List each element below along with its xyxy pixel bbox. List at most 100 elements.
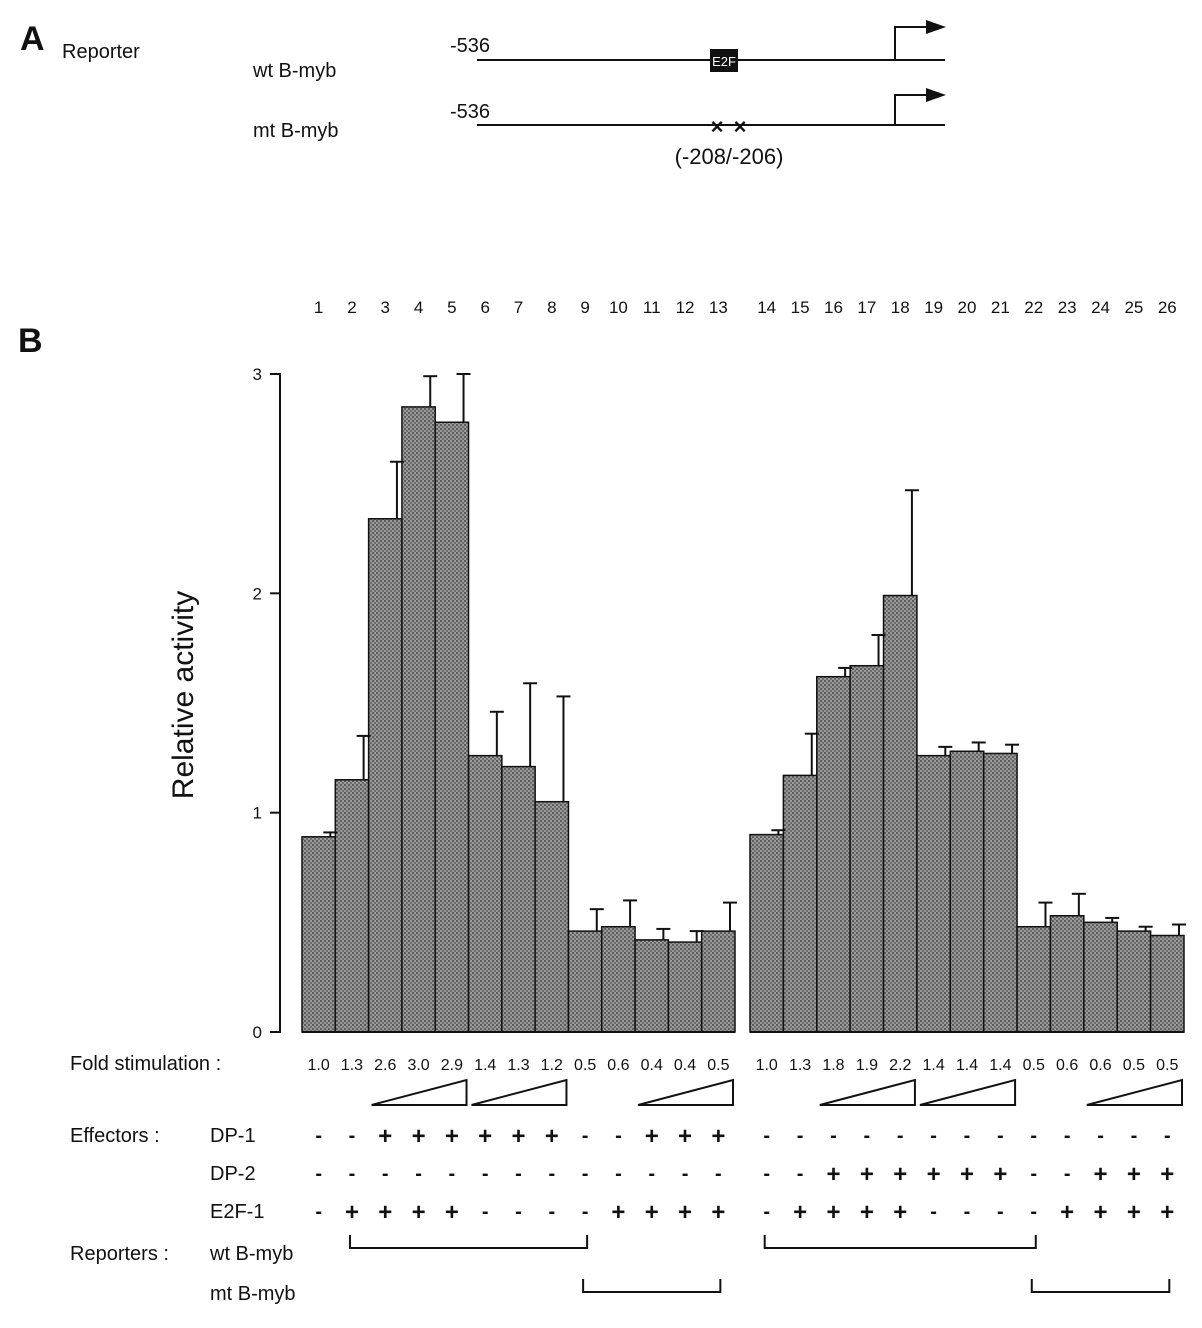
fold-value: 2.9 — [441, 1057, 463, 1074]
mutation-label: (-208/-206) — [675, 144, 784, 169]
reporter-heading: Reporter — [62, 41, 140, 63]
bar — [849, 664, 885, 1033]
bar — [401, 406, 436, 1033]
plus-sign: + — [345, 1199, 359, 1226]
bar — [667, 941, 703, 1033]
minus-sign: - — [349, 1125, 356, 1147]
minus-sign: - — [482, 1201, 489, 1223]
plus-sign: + — [927, 1161, 941, 1188]
minus-sign: - — [1164, 1125, 1171, 1147]
fold-value: 0.4 — [641, 1057, 663, 1074]
fold-value: 1.8 — [822, 1057, 844, 1074]
plus-sign: + — [893, 1199, 907, 1226]
fold-value: 0.5 — [574, 1057, 596, 1074]
plus-sign: + — [711, 1123, 725, 1150]
plus-sign: + — [711, 1199, 725, 1226]
plus-sign: + — [860, 1199, 874, 1226]
bar — [1083, 921, 1118, 1033]
panel-b-letter: B — [18, 322, 43, 360]
minus-sign: - — [548, 1163, 555, 1185]
plus-sign: + — [1060, 1199, 1074, 1226]
minus-sign: - — [763, 1125, 770, 1147]
wt-construct: wt B-myb -536 E2F — [252, 20, 946, 82]
wt-construct-name: wt B-myb — [252, 60, 336, 82]
minus-sign: - — [897, 1125, 904, 1147]
minus-sign: - — [615, 1163, 622, 1185]
effector-rows: DP-1- - + + + + + + - - + + + - - - - - - - - - - - - -DP-2- - - - - -… — [210, 1123, 1174, 1226]
minus-sign: - — [997, 1201, 1004, 1223]
fold-value: 1.0 — [756, 1057, 778, 1074]
fold-value: 0.4 — [674, 1057, 696, 1074]
lane-number: 11 — [643, 298, 661, 317]
lane-number: 3 — [381, 298, 390, 317]
fold-value: 2.2 — [889, 1057, 911, 1074]
lane-number: 26 — [1158, 298, 1177, 317]
fold-value: 1.3 — [341, 1057, 363, 1074]
lane-number: 23 — [1058, 298, 1077, 317]
fold-value: 1.4 — [474, 1057, 496, 1074]
fold-values: 1.0 1.3 2.6 3.0 2.9 1.4 1.3 1.2 0.5 0.6 0.4 0.4 0.5 1… — [308, 1057, 1179, 1074]
lane-number: 8 — [547, 298, 556, 317]
lane-number: 19 — [924, 298, 943, 317]
fold-value: 0.5 — [1123, 1057, 1145, 1074]
y-tick-label: 3 — [253, 365, 262, 384]
panel-b: B 1 2 3 4 5 6 7 8 9 10 11 12 13 14 15 16 17 18 19 20 21 22 23 2… — [18, 298, 1186, 1305]
minus-sign: - — [548, 1201, 555, 1223]
plus-sign: + — [893, 1161, 907, 1188]
dose-ramp-triangle — [819, 1078, 916, 1106]
plus-sign: + — [645, 1123, 659, 1150]
reporter-bracket — [1030, 1279, 1171, 1293]
bar — [982, 752, 1018, 1033]
fold-value: 0.5 — [707, 1057, 729, 1074]
fold-value: 1.4 — [956, 1057, 978, 1074]
minus-sign: - — [763, 1163, 770, 1185]
minus-sign: - — [715, 1163, 722, 1185]
dose-ramps — [371, 1078, 1183, 1106]
fold-value: 1.4 — [922, 1057, 944, 1074]
lane-number: 25 — [1124, 298, 1143, 317]
bars — [301, 406, 1185, 1033]
plus-sign: + — [412, 1199, 426, 1226]
minus-sign: - — [797, 1163, 804, 1185]
plus-sign: + — [1160, 1199, 1174, 1226]
mt-construct-start: -536 — [450, 101, 490, 123]
bar — [334, 779, 370, 1033]
minus-sign: - — [797, 1125, 804, 1147]
minus-sign: - — [515, 1163, 522, 1185]
plus-sign: + — [445, 1199, 459, 1226]
plus-sign: + — [860, 1161, 874, 1188]
lane-number: 10 — [609, 298, 628, 317]
bar — [534, 800, 570, 1033]
error-bars — [323, 373, 1186, 943]
fold-value: 1.2 — [541, 1057, 563, 1074]
minus-sign: - — [763, 1201, 770, 1223]
e2f-site-label: E2F — [712, 54, 736, 69]
fold-stimulation-label: Fold stimulation : — [70, 1053, 221, 1075]
fold-value: 0.5 — [1156, 1057, 1178, 1074]
mutation-x-icon: × — [711, 114, 724, 139]
plus-sign: + — [545, 1123, 559, 1150]
dose-ramp-triangle — [371, 1078, 468, 1106]
plus-sign: + — [378, 1199, 392, 1226]
fold-value: 3.0 — [407, 1057, 429, 1074]
lane-number: 1 — [314, 298, 323, 317]
mt-transcription-start-arrow — [894, 94, 928, 125]
minus-sign: - — [997, 1125, 1004, 1147]
panel-a-letter: A — [20, 20, 45, 58]
minus-sign: - — [864, 1125, 871, 1147]
fold-value: 0.6 — [1089, 1057, 1111, 1074]
y-tick-label: 1 — [253, 804, 262, 823]
lane-number: 16 — [824, 298, 843, 317]
lane-number: 21 — [991, 298, 1010, 317]
effectors-label: Effectors : — [70, 1125, 160, 1147]
dose-ramp-triangle — [1086, 1078, 1183, 1106]
y-axis: 0 1 2 3 — [253, 365, 281, 1042]
minus-sign: - — [349, 1163, 356, 1185]
minus-sign: - — [930, 1125, 937, 1147]
mt-construct: mt B-myb -536 × × (-208/-206) — [253, 88, 946, 169]
minus-sign: - — [515, 1201, 522, 1223]
dose-ramp-triangle — [919, 1078, 1017, 1106]
lane-number: 9 — [580, 298, 589, 317]
plus-sign: + — [826, 1199, 840, 1226]
